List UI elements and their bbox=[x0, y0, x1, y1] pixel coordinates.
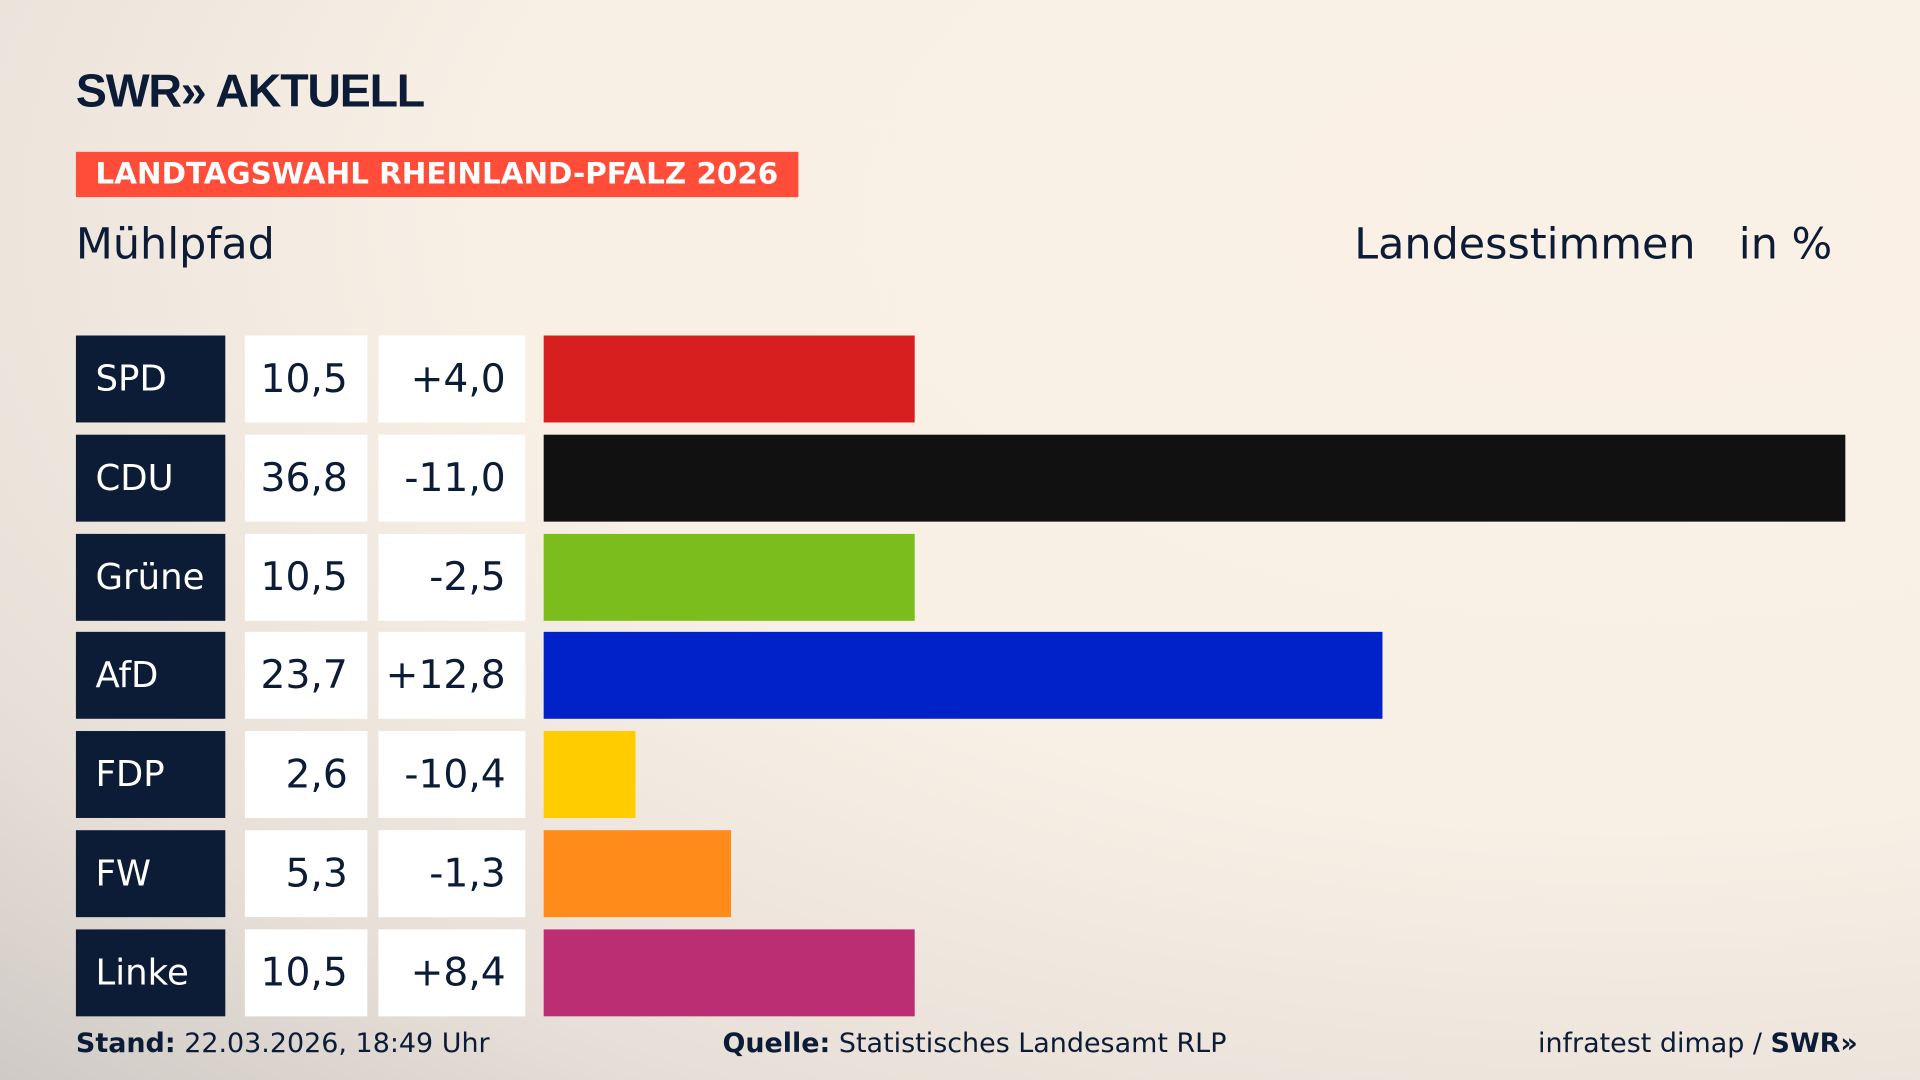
bar bbox=[543, 632, 1382, 720]
place-name: Mühlpfad bbox=[75, 220, 275, 270]
stand-value: 22.03.2026, 18:49 Uhr bbox=[184, 1028, 490, 1060]
party-label: FDP bbox=[75, 731, 226, 819]
stand-label: Stand: bbox=[75, 1028, 176, 1060]
diff-label: -10,4 bbox=[378, 731, 526, 819]
bar bbox=[543, 929, 916, 1017]
credit: infratest dimap / SWR» bbox=[1538, 1029, 1858, 1060]
credit-text: infratest dimap / bbox=[1537, 1028, 1762, 1060]
bar bbox=[543, 434, 1846, 522]
source-label: Quelle: bbox=[722, 1028, 831, 1060]
diff-label: -2,5 bbox=[378, 533, 526, 621]
party-label: Linke bbox=[75, 929, 226, 1017]
bar bbox=[543, 731, 636, 819]
source: Quelle: Statistisches Landesamt RLP bbox=[722, 1029, 1226, 1060]
swr-logo: SWR» bbox=[1770, 1028, 1858, 1060]
source-value: Statistisches Landesamt RLP bbox=[838, 1028, 1227, 1060]
timestamp: Stand: 22.03.2026, 18:49 Uhr bbox=[76, 1029, 490, 1060]
value-label: 10,5 bbox=[244, 533, 368, 621]
party-label: FW bbox=[75, 830, 226, 918]
diff-label: -11,0 bbox=[378, 434, 526, 522]
value-label: 10,5 bbox=[244, 335, 368, 423]
party-label: CDU bbox=[75, 434, 226, 522]
election-badge: LANDTAGSWAHL RHEINLAND-PFALZ 2026 bbox=[75, 151, 798, 198]
diff-label: +4,0 bbox=[378, 335, 526, 423]
value-label: 2,6 bbox=[244, 731, 368, 819]
diff-label: +12,8 bbox=[378, 632, 526, 720]
party-label: Grüne bbox=[75, 533, 226, 621]
value-label: 5,3 bbox=[244, 830, 368, 918]
value-label: 23,7 bbox=[244, 632, 368, 720]
party-label: SPD bbox=[75, 335, 226, 423]
swr-aktuell-logo: SWR» AKTUELL bbox=[75, 66, 425, 118]
column-label: Landesstimmen bbox=[1354, 220, 1696, 270]
diff-label: -1,3 bbox=[378, 830, 526, 918]
value-label: 10,5 bbox=[244, 929, 368, 1017]
unit-label: in % bbox=[1738, 220, 1833, 270]
bar bbox=[543, 335, 916, 423]
bar bbox=[543, 533, 916, 621]
value-label: 36,8 bbox=[244, 434, 368, 522]
diff-label: +8,4 bbox=[378, 929, 526, 1017]
party-label: AfD bbox=[75, 632, 226, 720]
bar bbox=[543, 830, 732, 918]
